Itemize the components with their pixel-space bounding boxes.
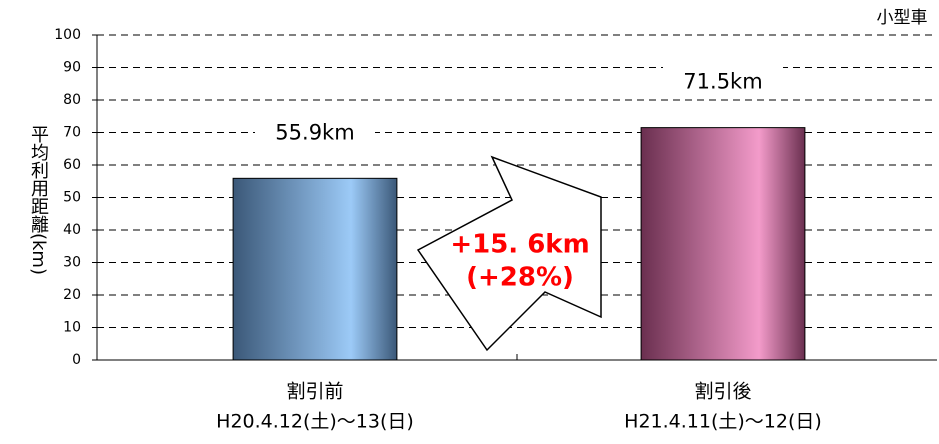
x-tick-label: 割引前 bbox=[286, 381, 343, 403]
x-tick-label: 割引後 bbox=[694, 381, 751, 403]
x-tick-sublabel: H21.4.11(土)〜12(日) bbox=[624, 411, 822, 433]
y-tick-label: 100 bbox=[54, 27, 81, 43]
value-label-bg bbox=[663, 66, 783, 99]
bar bbox=[232, 177, 398, 361]
annotation: (+28%) bbox=[466, 263, 574, 293]
y-tick-label: 10 bbox=[63, 320, 81, 336]
bar bbox=[640, 127, 806, 361]
y-tick-label: 90 bbox=[63, 60, 81, 76]
y-tick-label: 80 bbox=[63, 92, 81, 108]
y-axis-label: 平均利用距離(km) bbox=[28, 125, 49, 275]
y-tick-label: 0 bbox=[72, 352, 81, 368]
note: 小型車 bbox=[877, 8, 928, 28]
y-tick-label: 60 bbox=[63, 157, 81, 173]
value-label: 71.5km bbox=[683, 70, 762, 94]
y-tick-label: 70 bbox=[63, 125, 81, 141]
y-tick-label: 40 bbox=[63, 222, 81, 238]
y-tick-label: 50 bbox=[63, 190, 81, 206]
x-tick-sublabel: H20.4.12(土)〜13(日) bbox=[216, 411, 414, 433]
annotation: +15. 6km bbox=[450, 230, 589, 260]
y-tick-label: 20 bbox=[63, 287, 81, 303]
value-label-bg bbox=[255, 117, 375, 150]
y-tick-label: 30 bbox=[63, 255, 81, 271]
arrow bbox=[416, 155, 602, 352]
value-label: 55.9km bbox=[275, 120, 354, 144]
